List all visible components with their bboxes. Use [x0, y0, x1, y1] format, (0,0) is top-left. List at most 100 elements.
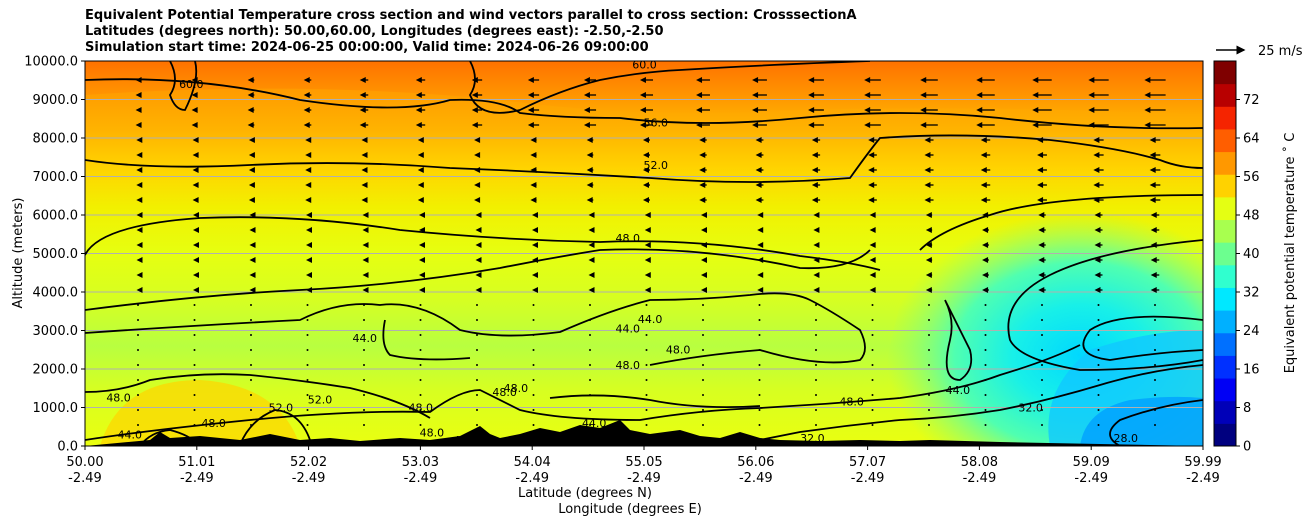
wind-vector [864, 122, 881, 128]
wind-vector [305, 152, 312, 158]
wind-vector [928, 334, 930, 336]
wind-vector [193, 287, 199, 293]
wind-vector [1154, 319, 1156, 321]
wind-vector [475, 257, 482, 263]
wind-vector [1032, 77, 1052, 83]
colorbar-swatch [1214, 151, 1236, 175]
colorbar-swatch [1214, 106, 1236, 130]
contour-label: 52.0 [269, 401, 294, 414]
wind-vector [869, 272, 876, 278]
colorbar-swatch [1214, 196, 1236, 221]
wind-vector [419, 227, 425, 233]
wind-vector [475, 227, 482, 233]
wind-vector [1038, 257, 1046, 263]
x-tick-label-lat: 52.02 [290, 455, 327, 470]
colorbar-tick-label: 72 [1243, 93, 1260, 108]
wind-vector [639, 107, 654, 113]
wind-vector [645, 409, 648, 411]
wind-vector [871, 394, 874, 396]
wind-vector [757, 212, 764, 218]
wind-reference: 25 m/s [1216, 44, 1303, 59]
wind-vector [645, 304, 648, 306]
wind-vector [1088, 77, 1109, 83]
wind-vector [702, 319, 704, 321]
wind-vector [588, 242, 595, 248]
x-tick-label-lon: -2.49 [68, 471, 102, 486]
wind-vector [924, 197, 934, 203]
wind-vector [532, 364, 535, 366]
wind-vector [924, 137, 934, 143]
wind-vector [1154, 409, 1156, 411]
wind-vector [700, 257, 707, 263]
x-tick-label-lat: 59.99 [1184, 455, 1221, 470]
wind-vector [532, 409, 535, 411]
wind-vector [699, 152, 707, 158]
wind-vector [527, 77, 540, 83]
wind-vector [250, 334, 252, 336]
wind-vector [811, 152, 821, 158]
wind-vector [306, 424, 309, 426]
wind-vector [864, 92, 881, 98]
wind-vector [363, 319, 365, 321]
wind-vector [303, 107, 312, 113]
wind-vector [920, 92, 938, 98]
wind-vector [363, 364, 365, 366]
colorbar-tick-label: 16 [1243, 363, 1260, 378]
y-tick-label: 0.0 [57, 440, 78, 455]
contour-36 [1082, 315, 1203, 361]
wind-vector [306, 242, 312, 248]
wind-vector [193, 379, 196, 381]
wind-vector [702, 364, 704, 366]
wind-vector [249, 272, 256, 278]
wind-vector [193, 349, 196, 351]
wind-vector [363, 349, 365, 351]
contour-labels: 60.060.056.052.048.044.044.044.048.048.0… [106, 61, 1138, 446]
wind-vector [1032, 92, 1052, 98]
wind-vector [532, 394, 535, 396]
colorbar-tick-label: 64 [1243, 132, 1260, 147]
wind-vector [1097, 424, 1100, 426]
wind-vector [702, 349, 704, 351]
wind-vector [1150, 287, 1160, 293]
wind-vector [583, 77, 597, 83]
colorbar-swatch [1214, 264, 1236, 288]
wind-vector [868, 197, 877, 203]
wind-vector [306, 319, 309, 321]
wind-vector [1144, 77, 1166, 83]
x-axis-label: Latitude (degrees N) [518, 486, 652, 501]
wind-vector [984, 394, 987, 396]
y-tick-label: 6000.0 [33, 209, 79, 224]
wind-vector [191, 77, 198, 83]
wind-vector [757, 287, 764, 293]
contour-56 [85, 78, 1203, 130]
contour-52 [85, 134, 1203, 183]
wind-vector [869, 227, 876, 233]
wind-vector [135, 107, 142, 113]
wind-vector [1150, 227, 1160, 233]
wind-vector [1097, 349, 1100, 351]
wind-vector [191, 107, 198, 113]
wind-vector [871, 304, 874, 306]
wind-vector [864, 77, 881, 83]
wind-vector [869, 212, 876, 218]
contour-label: 32.0 [1018, 401, 1043, 414]
x-tick-label-lon: -2.49 [515, 471, 549, 486]
wind-vector [361, 197, 368, 203]
wind-vector [193, 304, 196, 306]
wind-vector [811, 167, 821, 173]
colorbar-swatch [1214, 219, 1236, 243]
wind-vector [419, 349, 422, 351]
wind-vector [250, 364, 252, 366]
wind-vector [249, 242, 256, 248]
wind-vector [871, 424, 874, 426]
colorbar-swatch [1214, 423, 1236, 447]
wind-vector [136, 287, 143, 293]
wind-vector [361, 167, 368, 173]
colorbar-swatch [1214, 287, 1236, 311]
wind-vector [696, 122, 710, 128]
wind-vector [752, 122, 767, 128]
wind-vector [137, 424, 139, 426]
wind-vector [530, 137, 537, 143]
wind-vector [476, 424, 478, 426]
wind-vector [1038, 287, 1046, 293]
